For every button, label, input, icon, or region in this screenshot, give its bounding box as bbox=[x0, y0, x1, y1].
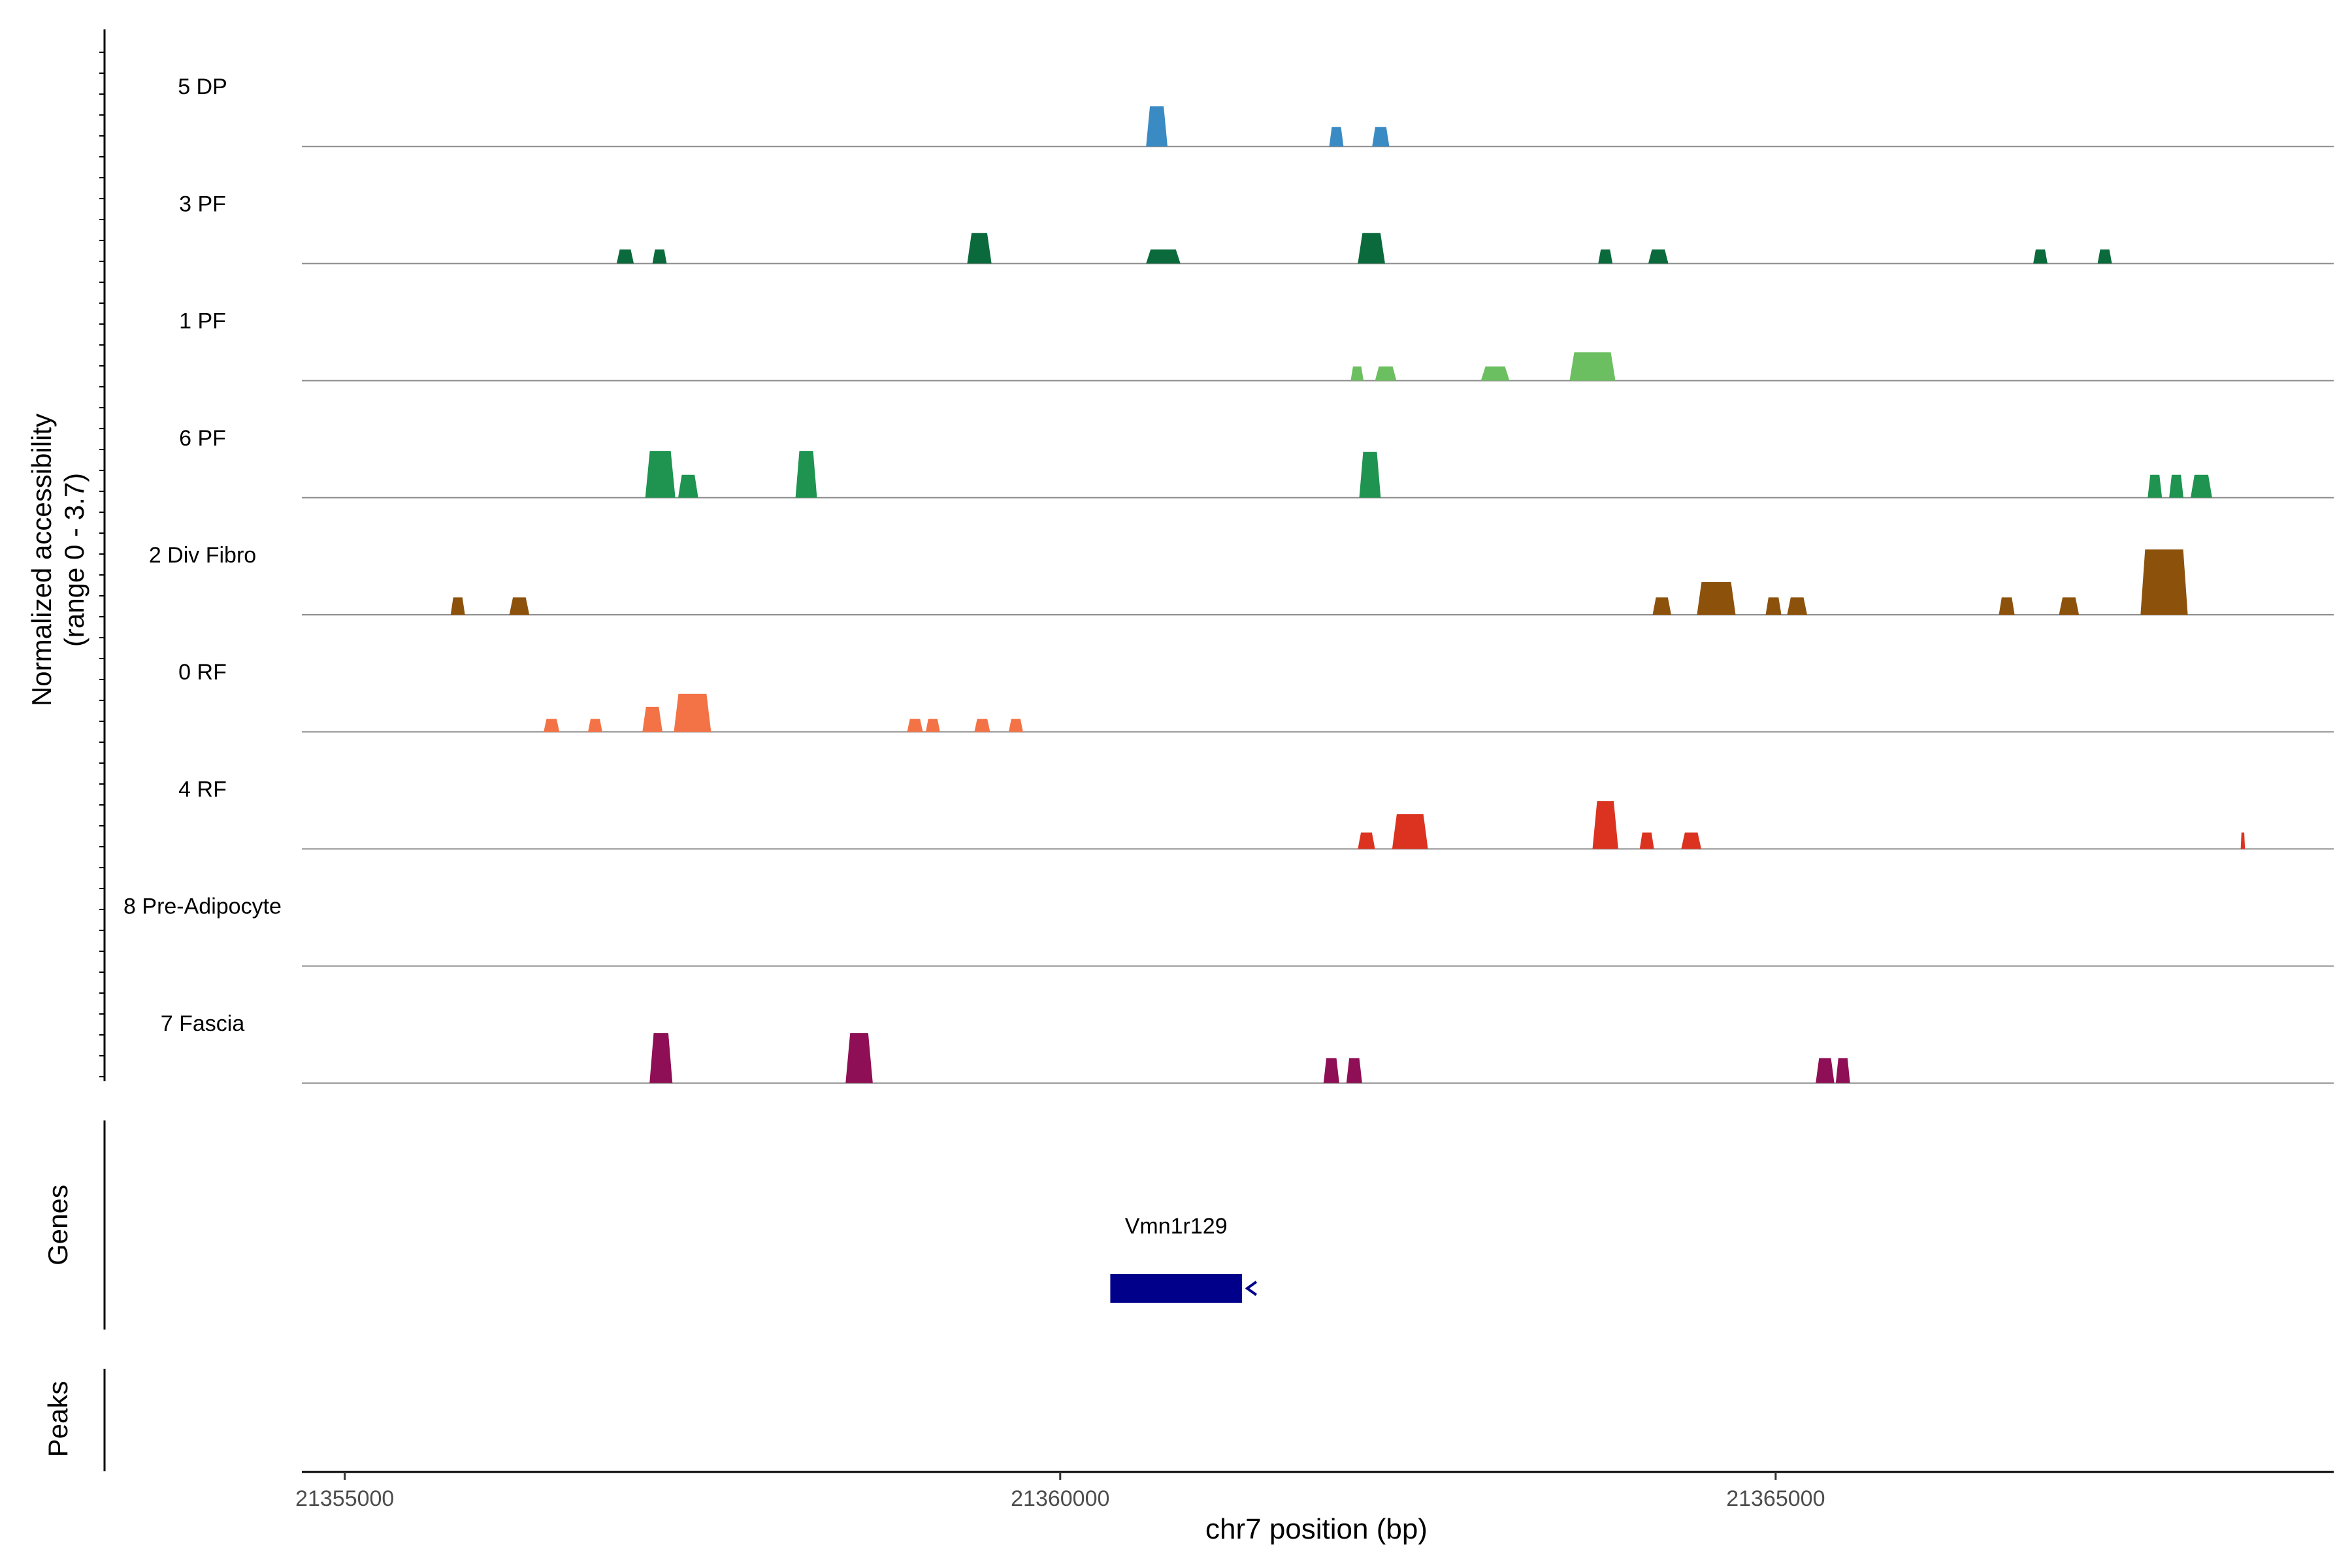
y-axis-label-line2: (range 0 - 3.7) bbox=[59, 473, 90, 647]
genes-panel-label: Genes bbox=[42, 1184, 73, 1266]
coverage-peak bbox=[2033, 249, 2048, 264]
coverage-peak bbox=[1392, 814, 1428, 849]
track-label: 8 Pre-Adipocyte bbox=[123, 894, 282, 919]
coverage-peak bbox=[1787, 597, 1808, 615]
track: 8 Pre-Adipocyte bbox=[123, 894, 2334, 967]
track-label: 3 PF bbox=[179, 191, 226, 216]
coverage-peak bbox=[2190, 474, 2212, 498]
coverage-peak bbox=[544, 719, 560, 732]
coverage-peak bbox=[974, 719, 990, 732]
coverage-peak bbox=[2140, 549, 2188, 615]
coverage-peak bbox=[1652, 597, 1671, 615]
gene-track: Vmn1r129 bbox=[103, 1120, 1258, 1471]
coverage-peak bbox=[967, 233, 992, 264]
coverage-peak bbox=[1592, 801, 1618, 849]
coverage-peak bbox=[649, 1033, 673, 1083]
track: 6 PF bbox=[179, 426, 2334, 498]
coverage-peak bbox=[845, 1033, 873, 1083]
track-label: 0 RF bbox=[178, 660, 227, 685]
x-tick-label: 21355000 bbox=[295, 1486, 394, 1511]
coverage-peak bbox=[1346, 1058, 1362, 1083]
gene-strand-arrow bbox=[1245, 1281, 1258, 1296]
track-label: 1 PF bbox=[179, 309, 226, 334]
coverage-peak bbox=[645, 451, 676, 498]
coverage-peak bbox=[1350, 366, 1364, 381]
coverage-peak bbox=[1329, 127, 1344, 147]
coverage-peak bbox=[652, 249, 667, 264]
gene-body bbox=[1110, 1274, 1242, 1303]
coverage-peak bbox=[1835, 1058, 1850, 1083]
coverage-peak bbox=[1358, 233, 1385, 264]
coverage-peak bbox=[642, 706, 662, 732]
coverage-peak bbox=[1999, 597, 2015, 615]
coverage-peak bbox=[450, 597, 465, 615]
coverage-peak bbox=[1359, 451, 1381, 498]
track: 0 RF bbox=[178, 660, 2334, 733]
track: 7 Fascia bbox=[161, 1011, 2334, 1084]
coverage-peak bbox=[588, 719, 602, 732]
coverage-peak bbox=[795, 451, 817, 498]
coverage-peak bbox=[1358, 832, 1375, 849]
coverage-peak bbox=[674, 693, 711, 732]
x-tick-label: 21365000 bbox=[1726, 1486, 1825, 1511]
coverage-peak bbox=[1697, 582, 1736, 615]
coverage-peak bbox=[1681, 832, 1701, 849]
track-label: 4 RF bbox=[178, 777, 227, 802]
coverage-peak bbox=[2148, 474, 2163, 498]
coverage-peak bbox=[1375, 366, 1397, 381]
gene-label: Vmn1r129 bbox=[1125, 1214, 1228, 1239]
coverage-peak bbox=[1598, 249, 1613, 264]
coverage-tracks: 5 DP 3 PF 1 PF 6 PF 2 Div Fibro 0 RF 4 RF 8 Pre… bbox=[99, 29, 2334, 1084]
track: 2 Div Fibro bbox=[149, 543, 2334, 615]
x-axis-label: chr7 position (bp) bbox=[1205, 1513, 1428, 1545]
coverage-peak bbox=[1146, 249, 1181, 264]
track-label: 5 DP bbox=[178, 74, 227, 99]
x-tick-label: 21360000 bbox=[1011, 1486, 1109, 1511]
coverage-peak bbox=[2240, 832, 2246, 849]
coverage-peak bbox=[1146, 106, 1168, 147]
coverage-peak bbox=[1372, 127, 1390, 147]
track-label: 2 Div Fibro bbox=[149, 543, 256, 568]
track: 4 RF bbox=[178, 777, 2334, 850]
track-label: 7 Fascia bbox=[161, 1011, 245, 1036]
coverage-peak bbox=[2059, 597, 2080, 615]
coverage-peak bbox=[1648, 249, 1669, 264]
coverage-peak bbox=[509, 597, 530, 615]
track: 5 DP bbox=[178, 74, 2334, 148]
coverage-peak bbox=[2097, 249, 2112, 264]
coverage-peak bbox=[1323, 1058, 1339, 1083]
track: 1 PF bbox=[179, 309, 2334, 382]
track: 3 PF bbox=[179, 191, 2334, 265]
coverage-peak bbox=[2169, 474, 2184, 498]
coverage-peak bbox=[1765, 597, 1782, 615]
coverage-peak bbox=[1816, 1058, 1835, 1083]
coverage-peak bbox=[616, 249, 634, 264]
coverage-peak bbox=[907, 719, 923, 732]
peaks-panel-label: Peaks bbox=[42, 1381, 73, 1458]
x-axis: 21355000 21360000 21365000 bbox=[295, 1471, 2334, 1511]
coverage-peak bbox=[925, 719, 940, 732]
track-label: 6 PF bbox=[179, 426, 226, 451]
coverage-peak bbox=[1008, 719, 1023, 732]
coverage-peak bbox=[1569, 352, 1616, 381]
y-axis-label-line1: Normalized accessibility bbox=[26, 414, 57, 706]
coverage-peak bbox=[1480, 366, 1510, 381]
coverage-peak bbox=[1639, 832, 1654, 849]
coverage-peak bbox=[678, 474, 698, 498]
